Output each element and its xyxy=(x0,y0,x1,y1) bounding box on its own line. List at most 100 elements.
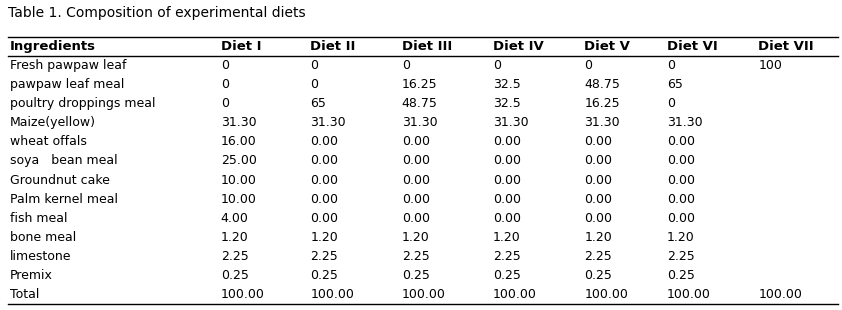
Text: Diet IV: Diet IV xyxy=(493,40,544,53)
Text: 48.75: 48.75 xyxy=(584,78,621,91)
Text: 0: 0 xyxy=(667,59,675,72)
Text: 31.30: 31.30 xyxy=(493,116,529,129)
Text: wheat offals: wheat offals xyxy=(10,135,87,148)
Text: Diet VI: Diet VI xyxy=(667,40,718,53)
Text: 0.00: 0.00 xyxy=(402,193,429,206)
Text: 100.00: 100.00 xyxy=(311,288,354,301)
Text: 100.00: 100.00 xyxy=(493,288,537,301)
Text: Maize(yellow): Maize(yellow) xyxy=(10,116,96,129)
Text: 0.25: 0.25 xyxy=(402,269,429,282)
Text: limestone: limestone xyxy=(10,250,72,263)
Text: 100: 100 xyxy=(759,59,782,72)
Text: Diet I: Diet I xyxy=(221,40,261,53)
Text: 0.25: 0.25 xyxy=(221,269,248,282)
Text: 31.30: 31.30 xyxy=(667,116,703,129)
Text: 0.00: 0.00 xyxy=(667,212,695,225)
Text: 0: 0 xyxy=(221,78,229,91)
Text: Premix: Premix xyxy=(10,269,53,282)
Text: soya   bean meal: soya bean meal xyxy=(10,154,118,167)
Text: 65: 65 xyxy=(667,78,683,91)
Text: 32.5: 32.5 xyxy=(493,97,521,110)
Text: Total: Total xyxy=(10,288,40,301)
Text: fish meal: fish meal xyxy=(10,212,67,225)
Text: 0.00: 0.00 xyxy=(402,212,429,225)
Text: 0: 0 xyxy=(493,59,501,72)
Text: 0.00: 0.00 xyxy=(311,212,338,225)
Text: 1.20: 1.20 xyxy=(493,231,521,244)
Text: 10.00: 10.00 xyxy=(221,193,257,206)
Text: 100.00: 100.00 xyxy=(667,288,711,301)
Text: Diet VII: Diet VII xyxy=(759,40,814,53)
Text: poultry droppings meal: poultry droppings meal xyxy=(10,97,156,110)
Text: 0.00: 0.00 xyxy=(584,154,612,167)
Text: 16.25: 16.25 xyxy=(584,97,620,110)
Text: 4.00: 4.00 xyxy=(221,212,248,225)
Text: 0: 0 xyxy=(584,59,592,72)
Text: 31.30: 31.30 xyxy=(221,116,257,129)
Text: 0.00: 0.00 xyxy=(493,135,521,148)
Text: 0.00: 0.00 xyxy=(493,174,521,187)
Text: 0.25: 0.25 xyxy=(584,269,612,282)
Text: Table 1. Composition of experimental diets: Table 1. Composition of experimental die… xyxy=(8,6,306,20)
Text: Ingredients: Ingredients xyxy=(10,40,96,53)
Text: 0.00: 0.00 xyxy=(667,154,695,167)
Text: 100.00: 100.00 xyxy=(584,288,628,301)
Text: 0.00: 0.00 xyxy=(584,193,612,206)
Text: 0.00: 0.00 xyxy=(402,174,429,187)
Text: Fresh pawpaw leaf: Fresh pawpaw leaf xyxy=(10,59,126,72)
Text: bone meal: bone meal xyxy=(10,231,77,244)
Text: 2.25: 2.25 xyxy=(311,250,338,263)
Text: 0.00: 0.00 xyxy=(311,154,338,167)
Text: 0.00: 0.00 xyxy=(493,193,521,206)
Text: 2.25: 2.25 xyxy=(493,250,521,263)
Text: 0.00: 0.00 xyxy=(493,212,521,225)
Text: 2.25: 2.25 xyxy=(221,250,248,263)
Text: 1.20: 1.20 xyxy=(667,231,695,244)
Text: 2.25: 2.25 xyxy=(402,250,429,263)
Text: 65: 65 xyxy=(311,97,327,110)
Text: 1.20: 1.20 xyxy=(221,231,248,244)
Text: 0.00: 0.00 xyxy=(667,193,695,206)
Text: Diet V: Diet V xyxy=(584,40,630,53)
Text: 0.00: 0.00 xyxy=(311,135,338,148)
Text: Palm kernel meal: Palm kernel meal xyxy=(10,193,118,206)
Text: 1.20: 1.20 xyxy=(402,231,429,244)
Text: Diet II: Diet II xyxy=(311,40,356,53)
Text: 0.25: 0.25 xyxy=(667,269,695,282)
Text: 0.00: 0.00 xyxy=(667,174,695,187)
Text: 0.00: 0.00 xyxy=(584,135,612,148)
Text: 0.00: 0.00 xyxy=(402,154,429,167)
Text: 0.00: 0.00 xyxy=(667,135,695,148)
Text: pawpaw leaf meal: pawpaw leaf meal xyxy=(10,78,125,91)
Text: 16.00: 16.00 xyxy=(221,135,257,148)
Text: 0.00: 0.00 xyxy=(493,154,521,167)
Text: 0: 0 xyxy=(402,59,410,72)
Text: 25.00: 25.00 xyxy=(221,154,257,167)
Text: 0.25: 0.25 xyxy=(493,269,521,282)
Text: 16.25: 16.25 xyxy=(402,78,437,91)
Text: 48.75: 48.75 xyxy=(402,97,438,110)
Text: 1.20: 1.20 xyxy=(311,231,338,244)
Text: Diet III: Diet III xyxy=(402,40,452,53)
Text: 31.30: 31.30 xyxy=(584,116,620,129)
Text: 31.30: 31.30 xyxy=(311,116,346,129)
Text: 100.00: 100.00 xyxy=(221,288,264,301)
Text: 0: 0 xyxy=(221,97,229,110)
Text: 0: 0 xyxy=(667,97,675,110)
Text: 2.25: 2.25 xyxy=(667,250,695,263)
Text: 0: 0 xyxy=(311,78,318,91)
Text: 32.5: 32.5 xyxy=(493,78,521,91)
Text: 0: 0 xyxy=(311,59,318,72)
Text: 1.20: 1.20 xyxy=(584,231,612,244)
Text: 31.30: 31.30 xyxy=(402,116,437,129)
Text: 100.00: 100.00 xyxy=(759,288,802,301)
Text: 0: 0 xyxy=(221,59,229,72)
Text: 0.00: 0.00 xyxy=(584,174,612,187)
Text: 0.00: 0.00 xyxy=(584,212,612,225)
Text: 0.00: 0.00 xyxy=(402,135,429,148)
Text: 0.00: 0.00 xyxy=(311,174,338,187)
Text: 2.25: 2.25 xyxy=(584,250,612,263)
Text: 100.00: 100.00 xyxy=(402,288,445,301)
Text: Groundnut cake: Groundnut cake xyxy=(10,174,110,187)
Text: 0.00: 0.00 xyxy=(311,193,338,206)
